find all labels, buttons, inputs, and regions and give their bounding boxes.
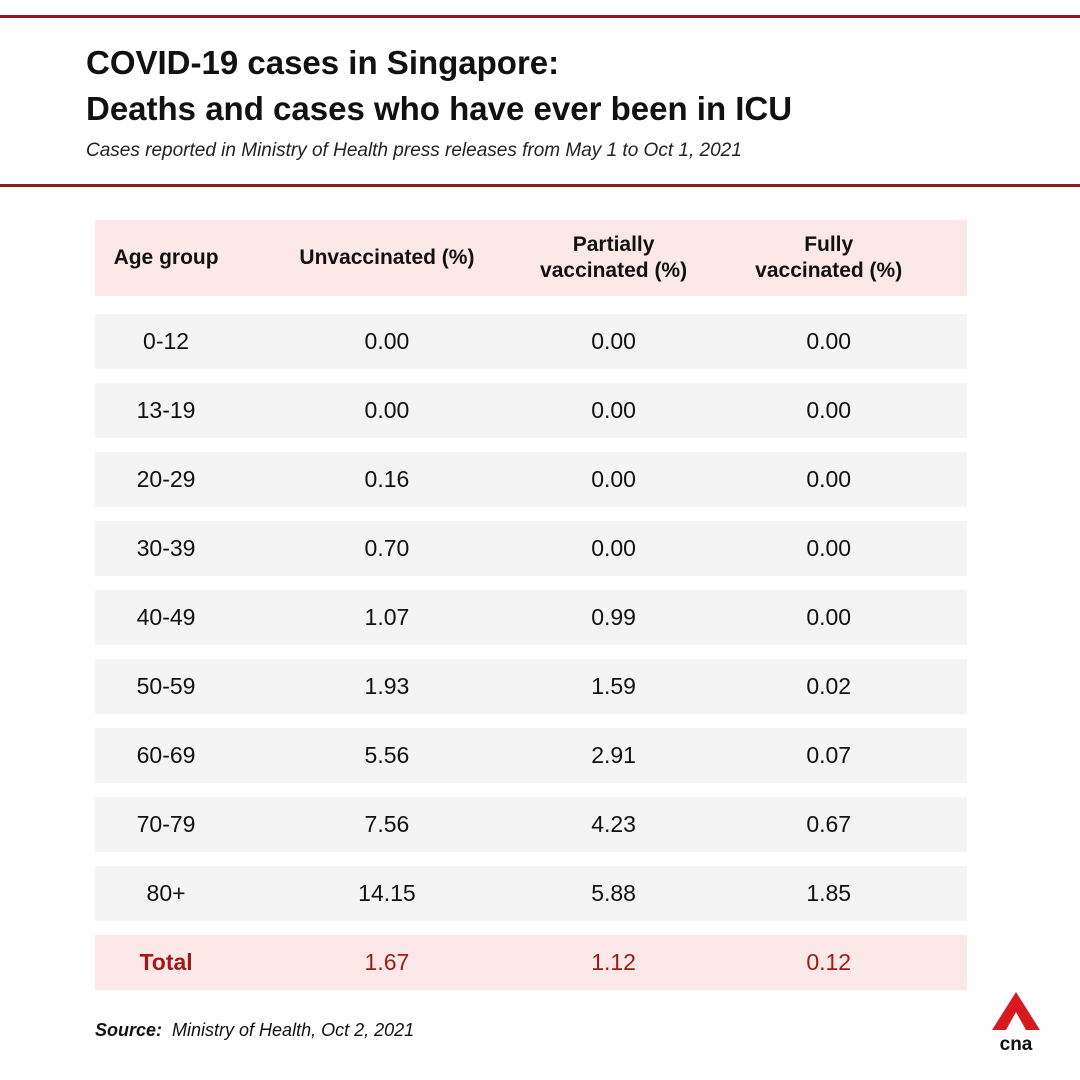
- cell-fully-vaccinated: 0.00: [806, 535, 852, 561]
- cell-fully-vaccinated: 0.00: [806, 604, 852, 630]
- table-row: 30-39 0.70 0.00 0.00: [95, 521, 967, 576]
- cell-fully-vaccinated: 0.67: [806, 811, 852, 837]
- cell-partially-vaccinated: 2.91: [591, 742, 636, 768]
- cell-fully-vaccinated: 0.00: [806, 328, 852, 354]
- table-row: 50-59 1.93 1.59 0.02: [95, 659, 967, 714]
- cell-partially-vaccinated: 0.00: [591, 466, 636, 492]
- cell-unvaccinated: 5.56: [364, 742, 410, 768]
- cell-fully-vaccinated: 1.85: [806, 880, 852, 906]
- cell-partially-vaccinated: 4.23: [591, 811, 636, 837]
- cell-unvaccinated: 1.07: [364, 604, 410, 630]
- cell-age-group: 30-39: [136, 535, 196, 561]
- table-row: 60-69 5.56 2.91 0.07: [95, 728, 967, 783]
- cna-logo: cna: [992, 992, 1040, 1052]
- cell-age-group: 80+: [146, 880, 186, 906]
- cell-age-group: 60-69: [136, 742, 196, 768]
- total-cell-fully-vaccinated: 0.12: [806, 949, 852, 975]
- logo-text: cna: [1000, 1034, 1033, 1052]
- cell-age-group: 50-59: [136, 673, 196, 699]
- cell-partially-vaccinated: 0.00: [591, 397, 636, 423]
- table-header: Age group Unvaccinated (%) Partially vacc…: [95, 220, 967, 296]
- cell-age-group: 0-12: [143, 328, 190, 354]
- title-line-1: COVID-19 cases in Singapore:: [86, 44, 560, 81]
- cell-age-group: 40-49: [136, 604, 196, 630]
- cell-unvaccinated: 7.56: [364, 811, 410, 837]
- cell-age-group: 20-29: [136, 466, 196, 492]
- table-row: 40-49 1.07 0.99 0.00: [95, 590, 967, 645]
- source-text: Ministry of Health, Oct 2, 2021: [172, 1020, 415, 1040]
- cell-partially-vaccinated: 0.00: [591, 328, 636, 354]
- table-row: 80+ 14.15 5.88 1.85: [95, 866, 967, 921]
- bottom-divider: [0, 184, 1080, 187]
- chart-title: COVID-19 cases in Singapore: Deaths and …: [86, 40, 1046, 132]
- cell-unvaccinated: 14.15: [358, 880, 416, 906]
- cell-unvaccinated: 1.93: [364, 673, 410, 699]
- total-cell-partially-vaccinated: 1.12: [591, 949, 636, 975]
- cell-unvaccinated: 0.00: [364, 328, 410, 354]
- cell-age-group: 70-79: [136, 811, 196, 837]
- table-total-row: Total 1.67 1.12 0.12: [95, 935, 967, 990]
- cell-partially-vaccinated: 5.88: [591, 880, 636, 906]
- table-row: 20-29 0.16 0.00 0.00: [95, 452, 967, 507]
- header-unvaccinated: Unvaccinated (%): [299, 246, 475, 269]
- top-divider: [0, 15, 1080, 18]
- cell-fully-vaccinated: 0.00: [806, 397, 852, 423]
- total-cell-age-group: Total: [139, 949, 193, 975]
- title-line-2: Deaths and cases who have ever been in I…: [86, 90, 793, 127]
- cell-unvaccinated: 0.16: [364, 466, 410, 492]
- cell-unvaccinated: 0.70: [364, 535, 410, 561]
- table-row: 13-19 0.00 0.00 0.00: [95, 383, 967, 438]
- header-fully-vaccinated: Fully vaccinated (%): [755, 233, 903, 282]
- cell-fully-vaccinated: 0.00: [806, 466, 852, 492]
- table-row: 0-12 0.00 0.00 0.00: [95, 314, 967, 369]
- cell-partially-vaccinated: 0.00: [591, 535, 636, 561]
- source-note: Source: Ministry of Health, Oct 2, 2021: [95, 1020, 414, 1041]
- cell-unvaccinated: 0.00: [364, 397, 410, 423]
- cell-partially-vaccinated: 1.59: [591, 673, 636, 699]
- logo-mark-shape: [992, 992, 1040, 1030]
- header-age-group: Age group: [113, 246, 219, 269]
- header-partially-vaccinated: Partially vaccinated (%): [540, 233, 688, 282]
- total-cell-unvaccinated: 1.67: [364, 949, 410, 975]
- cell-age-group: 13-19: [136, 397, 196, 423]
- cell-fully-vaccinated: 0.07: [806, 742, 852, 768]
- source-label: Source:: [95, 1020, 163, 1040]
- chart-subtitle: Cases reported in Ministry of Health pre…: [86, 140, 742, 161]
- table-row: 70-79 7.56 4.23 0.67: [95, 797, 967, 852]
- cell-fully-vaccinated: 0.02: [806, 673, 852, 699]
- cell-partially-vaccinated: 0.99: [591, 604, 636, 630]
